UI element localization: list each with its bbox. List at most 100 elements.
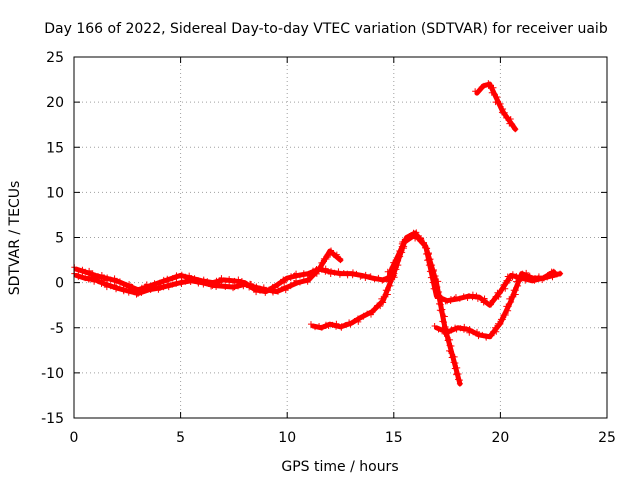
data-point xyxy=(247,284,254,291)
data-point xyxy=(231,284,238,291)
x-tick-label: 5 xyxy=(176,430,185,446)
data-point xyxy=(98,280,105,287)
data-point xyxy=(395,255,402,262)
data-point xyxy=(495,293,502,300)
data-point xyxy=(322,268,329,275)
data-point xyxy=(143,285,150,292)
data-point xyxy=(396,247,403,254)
data-point xyxy=(208,283,215,290)
data-point xyxy=(328,247,335,254)
x-tick-label: 15 xyxy=(385,430,403,446)
ticks: 0 5 10 15 20 25 -15 -10 -5 0 5 10 15 20 25 xyxy=(41,50,616,446)
data-point xyxy=(353,270,360,277)
data-point xyxy=(367,273,374,280)
data-point xyxy=(75,267,82,274)
data-point xyxy=(512,287,519,294)
y-tick-label: 0 xyxy=(55,276,64,292)
data-point xyxy=(497,316,504,323)
data-point xyxy=(182,278,189,285)
data-point xyxy=(362,274,369,281)
y-tick-label: -10 xyxy=(41,366,64,382)
data-point xyxy=(434,291,441,298)
data-point xyxy=(432,286,439,293)
data-point xyxy=(447,348,454,355)
data-point xyxy=(507,115,514,122)
data-point xyxy=(384,287,391,294)
data-point xyxy=(391,264,398,271)
data-point xyxy=(309,273,316,280)
data-point xyxy=(230,278,237,285)
data-point xyxy=(186,276,193,283)
data-points xyxy=(71,80,564,387)
data-point xyxy=(439,325,446,332)
data-point xyxy=(89,275,96,282)
data-point xyxy=(424,251,431,258)
data-point xyxy=(431,322,438,329)
data-point xyxy=(522,273,529,280)
data-point xyxy=(456,295,463,302)
data-point xyxy=(374,302,381,309)
data-point xyxy=(437,301,444,308)
data-point xyxy=(532,275,539,282)
data-point xyxy=(296,279,303,286)
data-point xyxy=(413,229,420,236)
data-point xyxy=(191,277,198,284)
data-point xyxy=(438,294,445,301)
data-point xyxy=(120,287,127,294)
data-point xyxy=(325,322,332,329)
data-point xyxy=(460,326,467,333)
y-tick-label: 5 xyxy=(55,231,64,247)
data-point xyxy=(317,263,324,270)
data-point xyxy=(222,277,229,284)
data-point xyxy=(125,289,132,296)
data-point xyxy=(380,295,387,302)
data-point xyxy=(372,305,379,312)
data-point xyxy=(535,275,542,282)
data-point xyxy=(82,275,89,282)
data-point xyxy=(287,283,294,290)
data-point xyxy=(452,360,459,367)
data-point xyxy=(457,325,464,332)
data-point xyxy=(508,295,515,302)
series-track-b xyxy=(71,247,344,298)
data-point xyxy=(500,281,507,288)
data-point xyxy=(333,323,340,330)
data-point xyxy=(423,245,430,252)
data-point xyxy=(173,273,180,280)
data-point xyxy=(120,281,127,288)
data-point xyxy=(368,311,375,318)
data-point xyxy=(306,276,313,283)
data-point xyxy=(504,273,511,280)
data-point xyxy=(335,268,342,275)
data-point xyxy=(456,380,463,387)
data-point xyxy=(509,274,516,281)
data-point xyxy=(107,283,114,290)
data-point xyxy=(200,281,207,288)
data-point xyxy=(544,271,551,278)
y-tick-label: 25 xyxy=(46,50,64,66)
data-point xyxy=(344,270,351,277)
data-point xyxy=(479,331,486,338)
data-point xyxy=(540,275,547,282)
data-point xyxy=(379,277,386,284)
data-point xyxy=(165,277,172,284)
data-point xyxy=(380,276,387,283)
data-point xyxy=(473,292,480,299)
data-point xyxy=(235,283,242,290)
data-point xyxy=(486,301,493,308)
data-point xyxy=(377,303,384,310)
data-point xyxy=(169,281,176,288)
data-point xyxy=(151,284,158,291)
data-point xyxy=(318,259,325,266)
data-point xyxy=(113,286,120,293)
data-point xyxy=(313,270,320,277)
data-point xyxy=(111,275,118,282)
data-point xyxy=(284,284,291,291)
data-point xyxy=(501,109,508,116)
data-point xyxy=(165,284,172,291)
data-point xyxy=(314,267,321,274)
data-point xyxy=(522,277,529,284)
data-point xyxy=(275,288,282,295)
x-tick-label: 0 xyxy=(70,430,79,446)
